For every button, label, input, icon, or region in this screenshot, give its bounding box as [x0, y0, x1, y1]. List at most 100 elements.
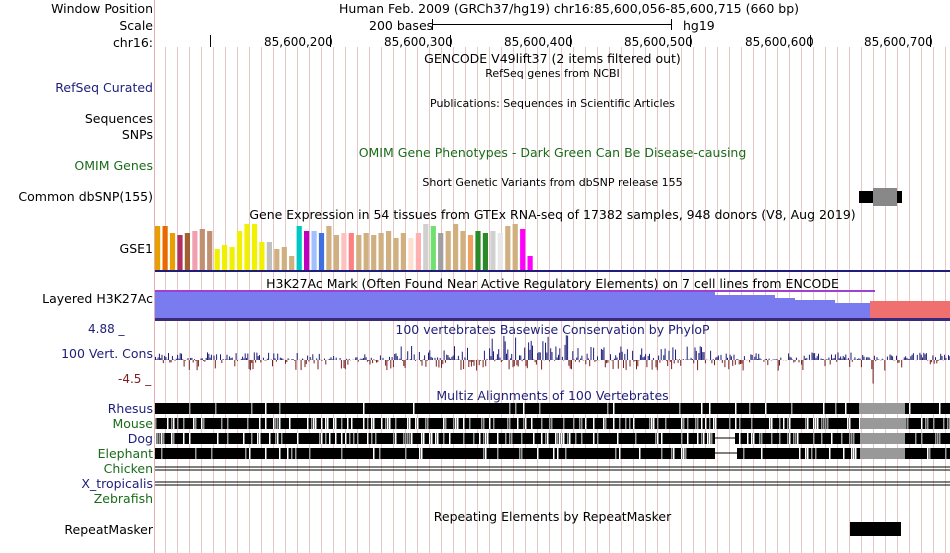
multiz-mismatch: [347, 418, 349, 429]
gtex-bar[interactable]: [408, 238, 414, 270]
cons-bar-neg: [368, 360, 370, 361]
gtex-bar[interactable]: [467, 235, 474, 270]
gtex-bar[interactable]: [162, 226, 168, 270]
multiz-species-elephant[interactable]: Elephant: [97, 446, 153, 461]
gtex-track-label[interactable]: GSE1: [119, 241, 153, 256]
cons-bar-pos: [909, 359, 910, 360]
multiz-species-zebrafish[interactable]: Zebrafish: [93, 491, 153, 506]
gtex-bar[interactable]: [214, 249, 220, 270]
gtex-bar[interactable]: [430, 226, 436, 270]
chrom-tick: [930, 35, 931, 47]
omim-track-title[interactable]: OMIM Gene Phenotypes - Dark Green Can Be…: [358, 145, 747, 160]
cons-bar-pos: [292, 359, 294, 360]
multiz-species-x_tropicalis[interactable]: X_tropicalis: [81, 476, 153, 491]
gtex-bar[interactable]: [244, 224, 250, 270]
gtex-bar[interactable]: [259, 242, 265, 270]
cons-bar-pos: [511, 353, 513, 360]
gtex-bar[interactable]: [453, 224, 459, 270]
h3k27ac-track-title[interactable]: H3K27Ac Mark (Often Found Near Active Re…: [266, 276, 839, 291]
gtex-bar[interactable]: [423, 224, 429, 270]
multiz-alignments[interactable]: [155, 401, 950, 507]
pubs-track-title[interactable]: Publications: Sequences in Scientific Ar…: [430, 97, 675, 110]
cons-wiggle[interactable]: [155, 334, 950, 386]
gtex-bar[interactable]: [222, 245, 228, 270]
omim-track-label[interactable]: OMIM Genes: [74, 158, 153, 173]
gtex-bar[interactable]: [400, 233, 406, 270]
refseq-track-label[interactable]: RefSeq Curated: [55, 80, 153, 95]
h3k27ac-signal[interactable]: [155, 287, 950, 321]
cons-track-label[interactable]: 100 Vert. Cons: [61, 346, 153, 361]
gtex-bar[interactable]: [445, 231, 451, 270]
gtex-bar[interactable]: [393, 238, 399, 270]
cons-bar-pos: [755, 353, 757, 360]
window-position-text[interactable]: Human Feb. 2009 (GRCh37/hg19) chr16:85,6…: [339, 1, 800, 16]
gtex-bar[interactable]: [348, 233, 354, 270]
gtex-bar[interactable]: [177, 235, 183, 270]
gtex-bar[interactable]: [482, 233, 488, 270]
gtex-bar[interactable]: [274, 249, 280, 270]
gtex-bar[interactable]: [356, 235, 362, 270]
gtex-bar[interactable]: [341, 233, 347, 270]
gtex-bar[interactable]: [318, 233, 325, 270]
gtex-bar[interactable]: [378, 233, 384, 270]
refseq-track-title[interactable]: RefSeq genes from NCBI: [485, 67, 620, 80]
h3k27ac-track-label[interactable]: Layered H3K27Ac: [42, 291, 153, 306]
gtex-bar[interactable]: [229, 247, 235, 270]
gtex-bar[interactable]: [415, 233, 421, 270]
gtex-bar[interactable]: [192, 231, 198, 270]
multiz-mismatch: [483, 418, 485, 429]
multiz-mismatch: [163, 433, 165, 444]
snps-track-label[interactable]: SNPs: [121, 127, 153, 142]
gtex-bar[interactable]: [169, 233, 176, 270]
gtex-bar[interactable]: [386, 231, 392, 270]
cons-bar-pos: [201, 358, 203, 360]
gtex-bar[interactable]: [155, 226, 161, 270]
gtex-bar[interactable]: [490, 231, 496, 270]
cons-bar-pos: [624, 353, 626, 360]
gtex-bar[interactable]: [311, 231, 317, 270]
gtex-bar[interactable]: [497, 233, 503, 270]
gtex-bar[interactable]: [199, 229, 205, 270]
gtex-bar[interactable]: [520, 229, 526, 270]
rmsk-item[interactable]: [850, 522, 901, 536]
gtex-bar[interactable]: [512, 224, 518, 270]
gtex-bar[interactable]: [251, 224, 258, 270]
dbsnp-track-label[interactable]: Common dbSNP(155): [18, 189, 153, 204]
gtex-bar[interactable]: [371, 235, 377, 270]
rmsk-track-title[interactable]: Repeating Elements by RepeatMasker: [433, 509, 672, 524]
rmsk-track-label[interactable]: RepeatMasker: [64, 522, 153, 537]
gtex-bar[interactable]: [304, 231, 310, 270]
cons-bar-pos: [443, 350, 445, 360]
multiz-mismatch: [341, 418, 343, 429]
cons-bar-neg: [444, 360, 446, 363]
cons-bar-pos: [538, 352, 540, 360]
multiz-track-title[interactable]: Multiz Alignments of 100 Vertebrates: [436, 388, 669, 403]
gtex-bar[interactable]: [207, 231, 213, 270]
dbsnp-track-title[interactable]: Short Genetic Variants from dbSNP releas…: [422, 176, 683, 189]
cons-bar-pos: [862, 354, 864, 360]
multiz-species-rhesus[interactable]: Rhesus: [107, 401, 153, 416]
gencode-track-title[interactable]: GENCODE V49lift37 (2 items filtered out): [424, 51, 681, 66]
gtex-bar[interactable]: [289, 256, 295, 270]
gtex-bar[interactable]: [363, 233, 369, 270]
gtex-bar-chart[interactable]: [155, 222, 535, 270]
gtex-bar[interactable]: [460, 231, 466, 270]
cons-track-title[interactable]: 100 vertebrates Basewise Conservation by…: [395, 322, 710, 337]
multiz-species-mouse[interactable]: Mouse: [112, 416, 153, 431]
multiz-mismatch: [227, 433, 229, 444]
gtex-bar[interactable]: [475, 231, 481, 270]
multiz-species-dog[interactable]: Dog: [127, 431, 153, 446]
gtex-bar[interactable]: [527, 256, 533, 270]
gtex-bar[interactable]: [296, 226, 302, 270]
gtex-bar[interactable]: [266, 242, 272, 270]
gtex-bar[interactable]: [505, 226, 511, 270]
sequences-track-label[interactable]: Sequences: [84, 111, 153, 126]
multiz-species-chicken[interactable]: Chicken: [103, 461, 153, 476]
gtex-track-title[interactable]: Gene Expression in 54 tissues from GTEx …: [249, 207, 856, 222]
gtex-bar[interactable]: [237, 231, 243, 270]
gtex-bar[interactable]: [184, 233, 190, 270]
gtex-bar[interactable]: [281, 247, 287, 270]
gtex-bar[interactable]: [333, 235, 339, 270]
gtex-bar[interactable]: [326, 226, 332, 270]
gtex-bar[interactable]: [438, 233, 444, 270]
